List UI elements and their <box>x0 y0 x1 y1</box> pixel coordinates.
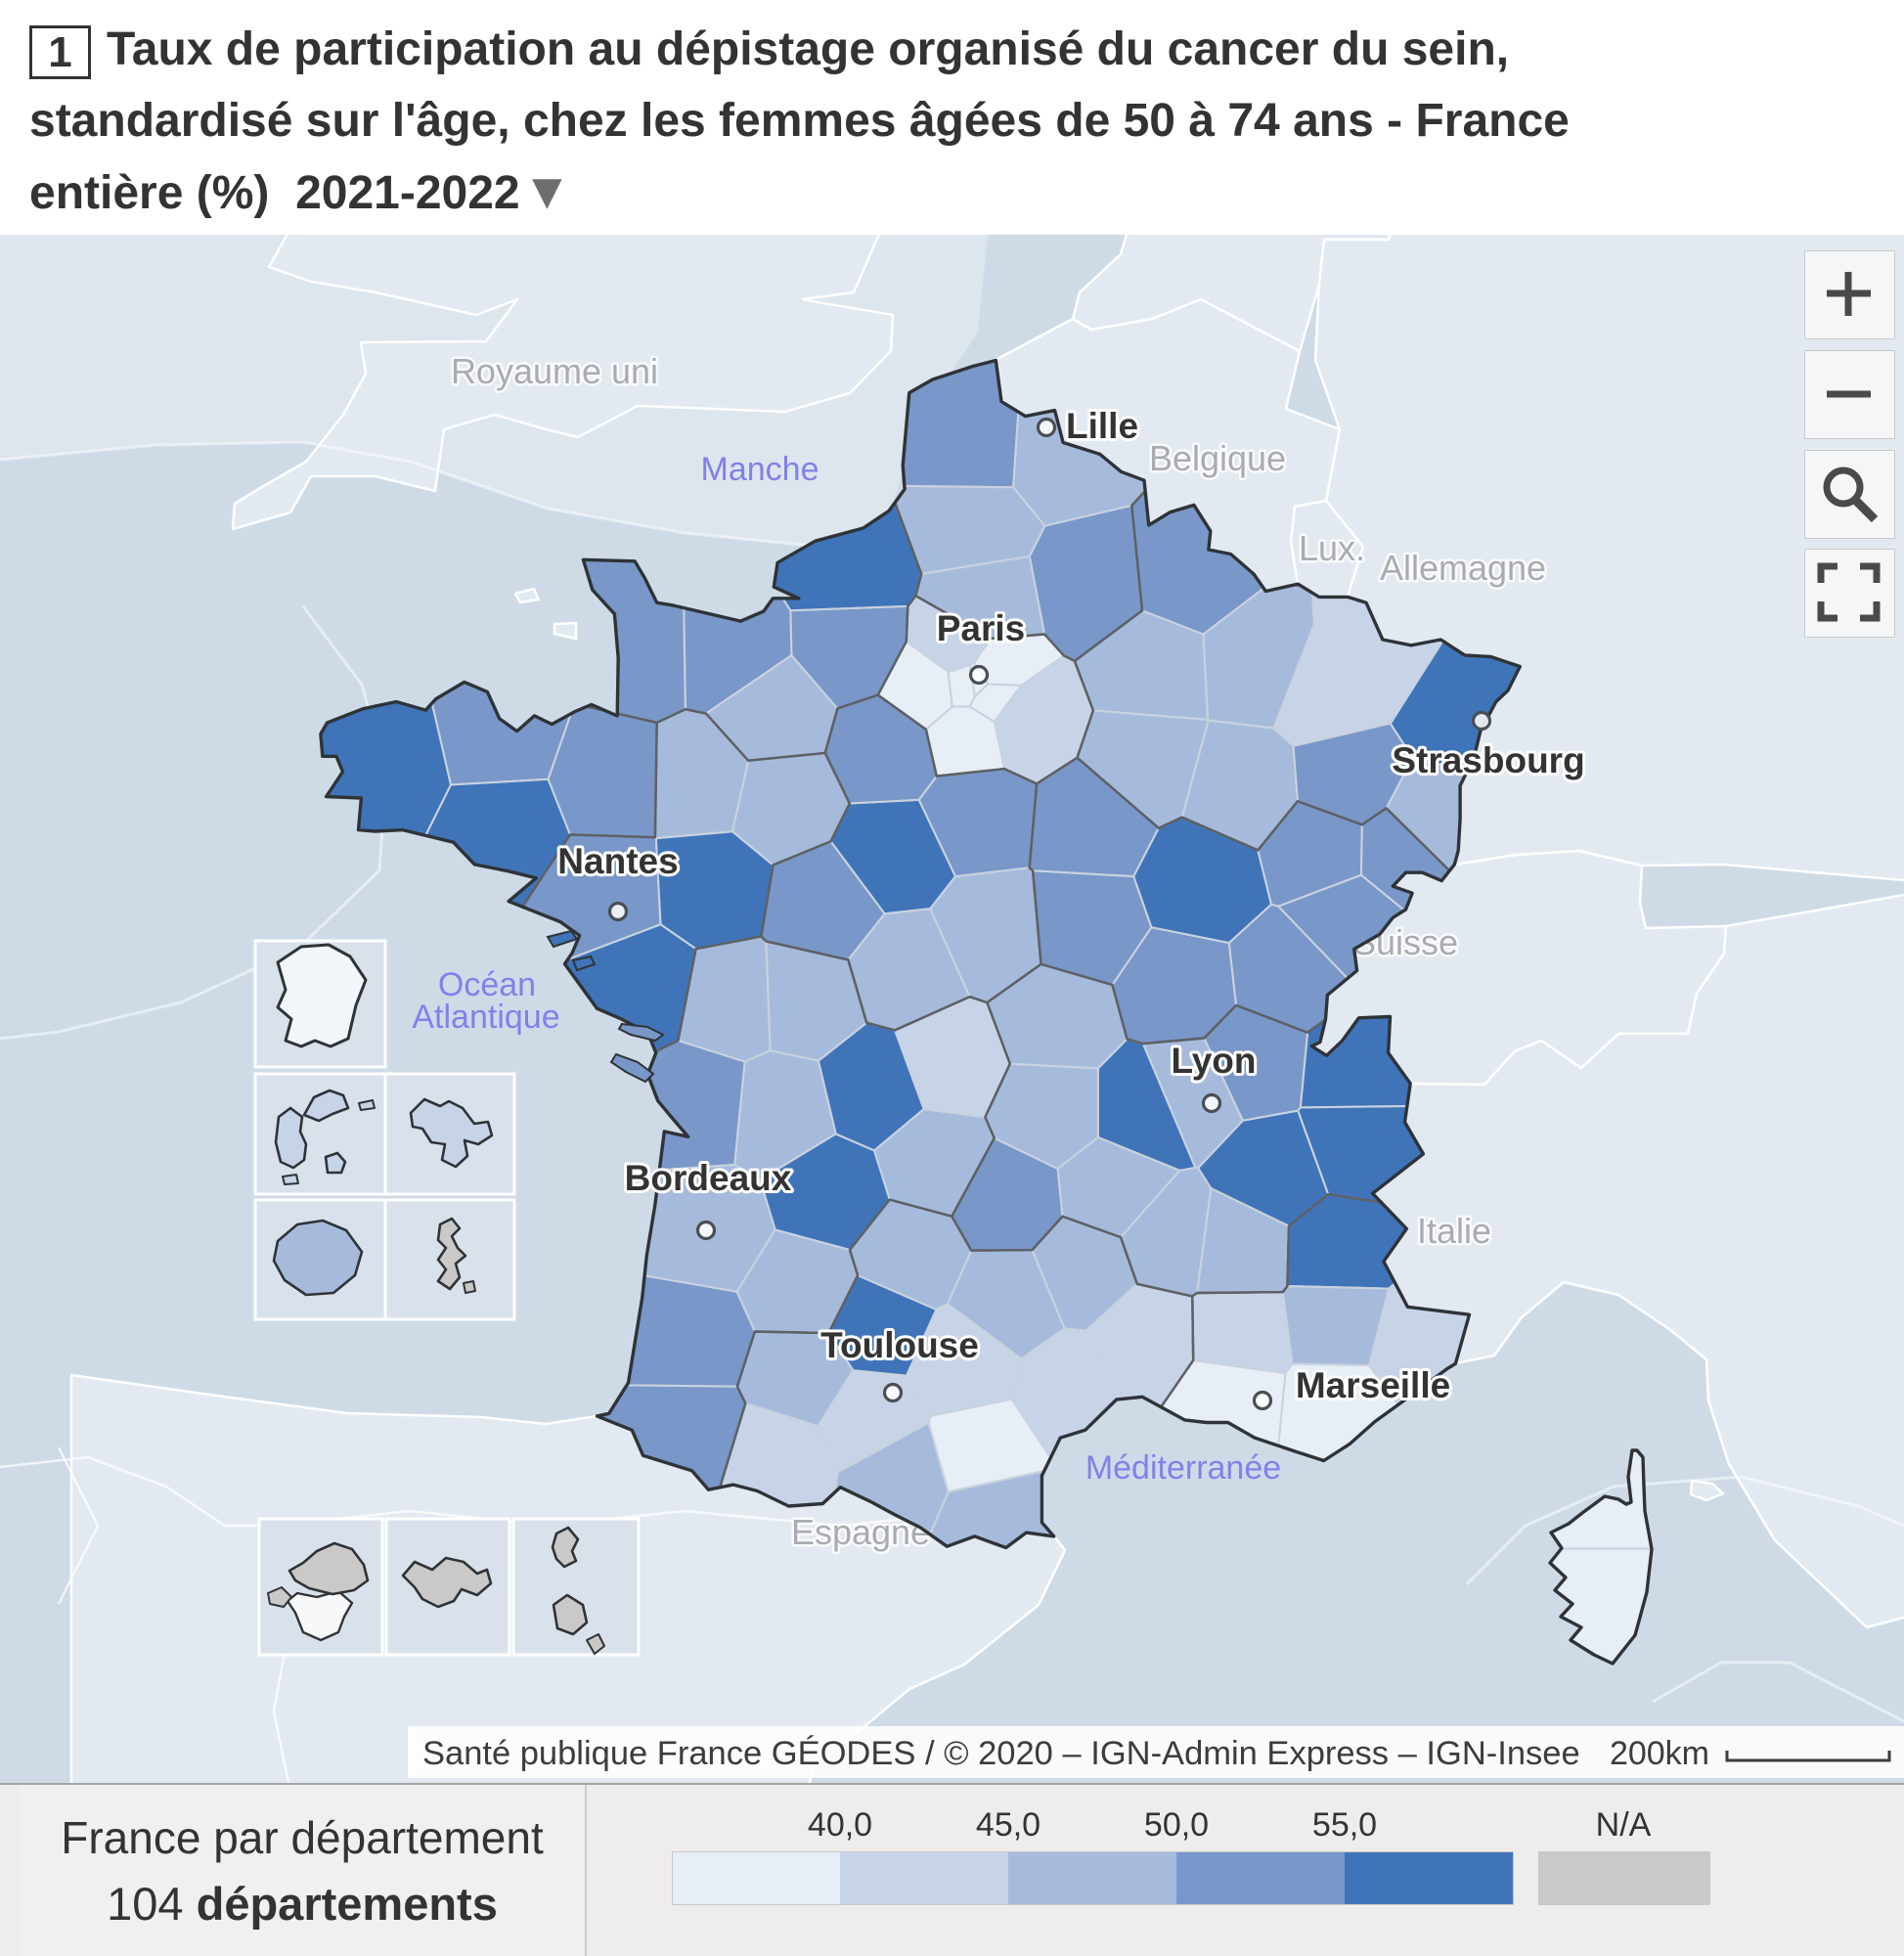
svg-text:Manche: Manche <box>701 451 819 488</box>
svg-text:Atlantique: Atlantique <box>412 999 559 1036</box>
svg-text:Santé publique France GÉODES /: Santé publique France GÉODES / © 2020 – … <box>422 1734 1580 1772</box>
svg-text:Toulouse: Toulouse <box>820 1325 979 1365</box>
svg-text:Paris: Paris <box>937 608 1026 648</box>
svg-text:Marseille: Marseille <box>1296 1365 1450 1405</box>
svg-text:Lux.: Lux. <box>1299 528 1365 568</box>
svg-text:200km: 200km <box>1610 1735 1709 1772</box>
svg-text:Lille: Lille <box>1066 406 1138 446</box>
svg-text:Allemagne: Allemagne <box>1380 548 1546 588</box>
svg-text:Méditerranée: Méditerranée <box>1085 1449 1281 1487</box>
svg-text:Belgique: Belgique <box>1149 438 1286 478</box>
svg-text:Italie: Italie <box>1417 1211 1491 1251</box>
svg-text:Océan: Océan <box>438 966 536 1003</box>
svg-text:Strasbourg: Strasbourg <box>1392 740 1584 780</box>
svg-text:Nantes: Nantes <box>557 841 678 881</box>
svg-text:Royaume uni: Royaume uni <box>451 351 658 391</box>
svg-text:Lyon: Lyon <box>1171 1041 1256 1081</box>
svg-text:Bordeaux: Bordeaux <box>625 1158 792 1198</box>
